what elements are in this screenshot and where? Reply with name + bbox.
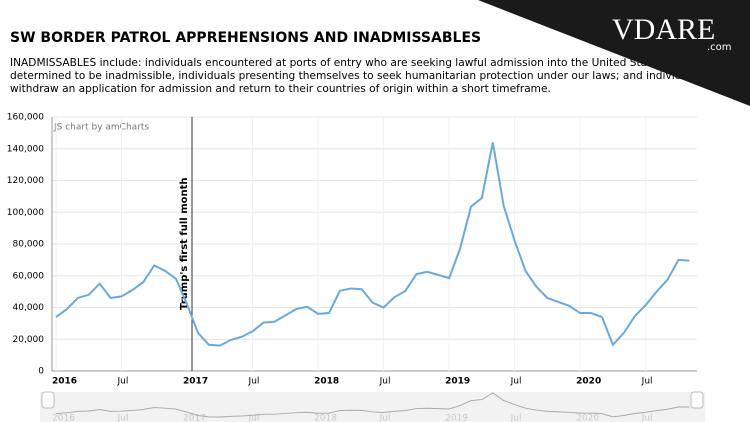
x-tick-label: Jul: [248, 377, 260, 387]
x-tick-label: Jul: [510, 377, 522, 387]
mini-tick-label: Jul: [510, 414, 522, 422]
subtitle-line: INADMISSABLES include: individuals encou…: [10, 57, 705, 69]
scrollbar[interactable]: [40, 392, 705, 422]
mini-tick-label: 2016: [52, 414, 75, 422]
x-tick-label: 2018: [314, 377, 339, 387]
y-tick-label: 140,000: [7, 144, 44, 154]
y-tick-label: 160,000: [7, 113, 44, 123]
mini-tick-label: Jul: [248, 414, 260, 422]
logo: VDARE: [612, 13, 715, 46]
x-tick-label: 2019: [445, 377, 470, 387]
y-tick-label: 40,000: [13, 303, 45, 313]
x-tick-label: Jul: [117, 377, 129, 387]
subtitle-line: determined to be inadmissible, individua…: [10, 70, 728, 82]
y-tick-label: 60,000: [13, 271, 45, 281]
x-tick-label: 2017: [183, 377, 208, 387]
mini-line-series: [55, 392, 690, 418]
credit: JS chart by amCharts: [53, 123, 149, 133]
mini-tick-label: Jul: [641, 414, 653, 422]
mini-tick-label: 2018: [314, 414, 337, 422]
y-tick-label: 20,000: [13, 335, 45, 345]
y-tick-label: 80,000: [13, 240, 45, 250]
annotation: Trump's first full month: [179, 177, 190, 310]
x-tick-label: 2020: [576, 377, 601, 387]
x-tick-label: Jul: [379, 377, 391, 387]
y-tick-label: 120,000: [7, 176, 44, 186]
scroll-handle[interactable]: [41, 391, 55, 409]
mini-tick-label: Jul: [117, 414, 129, 422]
logo-banner: [478, 0, 750, 106]
scroll-handle[interactable]: [690, 391, 704, 409]
mini-tick-label: 2017: [183, 414, 206, 422]
mini-tick-label: Jul: [379, 414, 391, 422]
y-tick-label: 100,000: [7, 208, 44, 218]
mini-tick-label: 2020: [576, 414, 599, 422]
x-tick-label: 2016: [52, 377, 77, 387]
y-tick-label: 0: [38, 367, 44, 377]
logo-suffix: .com: [707, 42, 732, 53]
line-series: [55, 142, 690, 347]
mini-tick-label: 2019: [445, 414, 468, 422]
chart-title: SW BORDER PATROL APPREHENSIONS AND INADM…: [10, 30, 481, 46]
subtitle-line: withdraw an application for admission an…: [10, 83, 551, 95]
x-tick-label: Jul: [641, 377, 653, 387]
